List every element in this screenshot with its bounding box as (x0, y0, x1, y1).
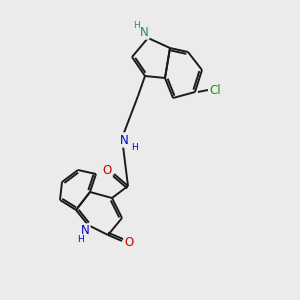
Text: H: H (133, 20, 140, 29)
Text: N: N (140, 26, 148, 38)
Text: N: N (81, 224, 89, 238)
Text: O: O (102, 164, 112, 176)
Text: H: H (78, 236, 84, 244)
Text: Cl: Cl (209, 83, 221, 97)
Text: O: O (124, 236, 134, 248)
Text: N: N (120, 134, 128, 146)
Text: H: H (130, 142, 137, 152)
